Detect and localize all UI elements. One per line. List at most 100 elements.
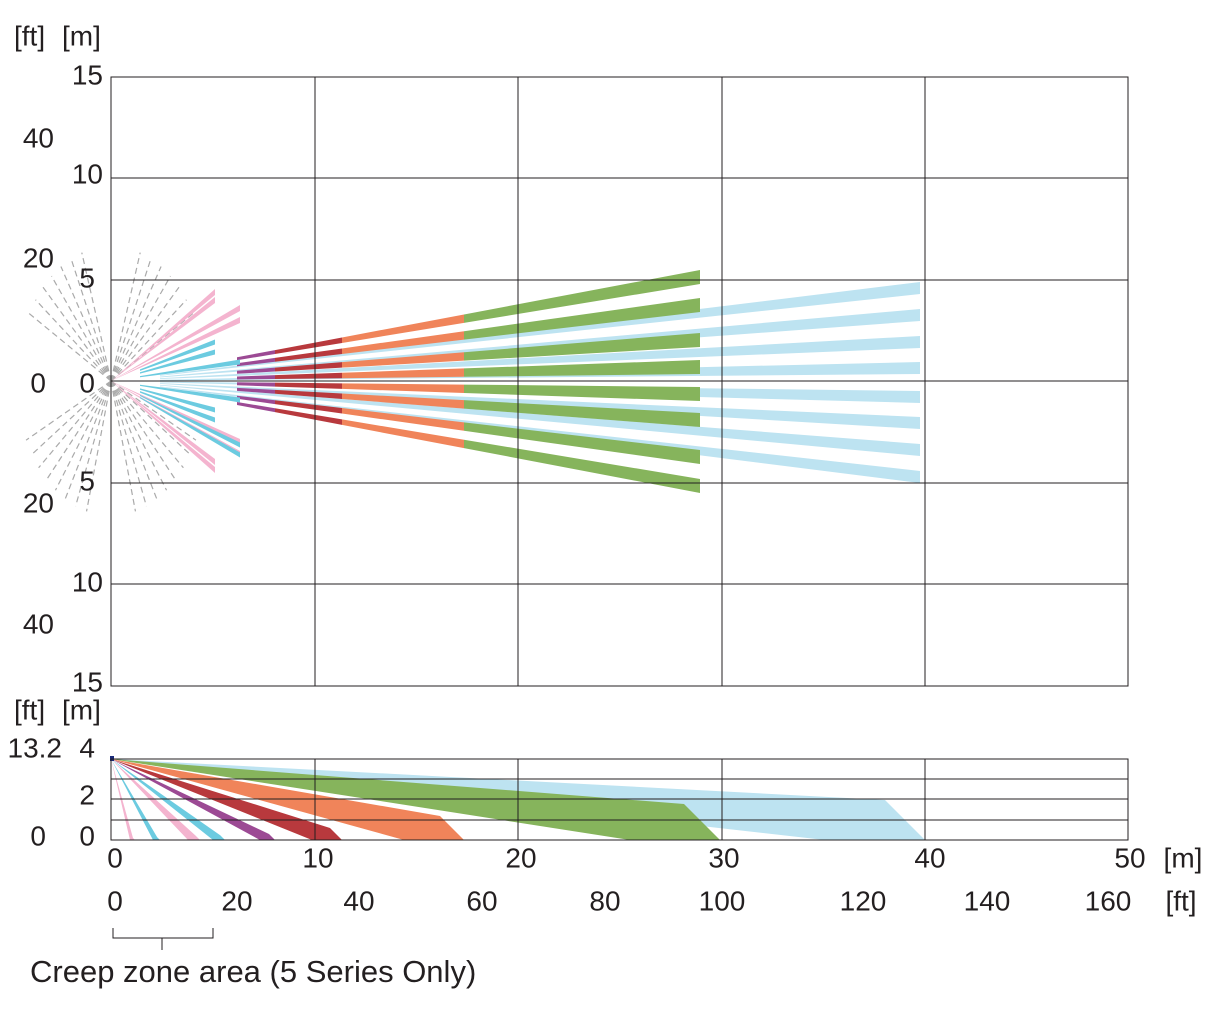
m-label: 15 [72,59,103,90]
beam [464,333,700,361]
x-m-label: 30 [708,842,739,873]
ft-label: 20 [23,487,54,518]
unit: [m] [1164,842,1203,873]
beam [342,331,464,354]
creep-line [110,380,137,512]
beam [237,367,275,374]
x-ft-label: 40 [343,885,374,916]
m-label: 10 [72,566,103,597]
unit: [ft] [14,694,45,725]
beam [275,382,342,389]
creep-line [110,313,194,382]
beam [140,339,215,371]
beam [237,395,275,405]
beam [160,309,920,378]
beam [112,297,215,381]
side-grid [111,759,1128,840]
x-m-label: 0 [107,842,123,873]
beam [342,368,464,379]
x-ft-label: 0 [107,885,123,916]
beam [140,359,240,378]
beam [275,389,342,400]
x-ft-label: 120 [840,885,887,916]
ft-label: 0 [30,367,46,398]
ft-label: 20 [23,242,54,273]
unit: [m] [62,20,101,51]
beam [464,384,700,401]
creep-line [38,380,112,469]
m-label: 4 [79,732,95,763]
creep-line [35,299,112,382]
beam [112,317,240,381]
creep-line [81,252,112,382]
beam [464,360,700,377]
beam [464,400,700,427]
creep-line [110,380,168,491]
beam [140,391,215,423]
creep-line [25,380,112,441]
creep-line [110,275,171,382]
beam [140,388,215,413]
caption: Creep zone area (5 Series Only) [30,954,476,989]
creep-line [54,380,112,491]
creep-line [110,380,147,507]
beam [342,408,464,431]
m-label: 2 [79,779,95,810]
x-ft-label: 60 [466,885,497,916]
creep-line [110,380,191,455]
beam [237,387,275,394]
creep-bracket [112,928,214,950]
beam [275,408,342,425]
beam [342,419,464,449]
creep-line [60,266,112,382]
creep-line [110,252,141,382]
creep-line [75,380,112,507]
creep-line [31,380,112,455]
beam [140,394,240,448]
x-ft-label: 140 [964,885,1011,916]
m-label: 15 [72,666,103,697]
beam [275,362,342,372]
creep-line [110,380,184,469]
creep-line [51,275,112,382]
m-label: 10 [72,158,103,189]
unit: [m] [62,694,101,725]
beam [237,357,275,367]
unit: [ft] [1165,885,1196,916]
grid [110,76,1129,950]
beam [237,375,275,380]
beam [140,384,240,403]
beam [275,372,342,380]
beam [160,384,920,456]
beam [342,314,464,343]
m-label: 0 [79,820,95,851]
ft-label: 13.2 [8,732,63,763]
unit: [ft] [14,20,45,51]
beam [464,270,700,323]
creep-line [85,380,112,512]
beams [25,252,925,840]
beam [237,382,275,387]
creep-line [28,313,112,382]
creep-line [110,258,152,382]
ft-label: 40 [23,608,54,639]
ft-label: 0 [30,820,46,851]
beam [112,305,240,381]
beam [275,348,342,362]
ft-label: 40 [23,122,54,153]
creep-line [110,380,158,500]
beam [275,337,342,354]
beam [112,289,215,381]
beam [112,381,215,473]
creep-line [70,258,112,382]
top-grid [111,77,1128,686]
creep-line [110,380,197,441]
x-ft-label: 100 [699,885,746,916]
x-m-label: 20 [505,842,536,873]
m-label: 5 [79,262,95,293]
beam [140,349,215,374]
x-ft-label: 80 [589,885,620,916]
beam [275,400,342,414]
m-label: 5 [79,465,95,496]
